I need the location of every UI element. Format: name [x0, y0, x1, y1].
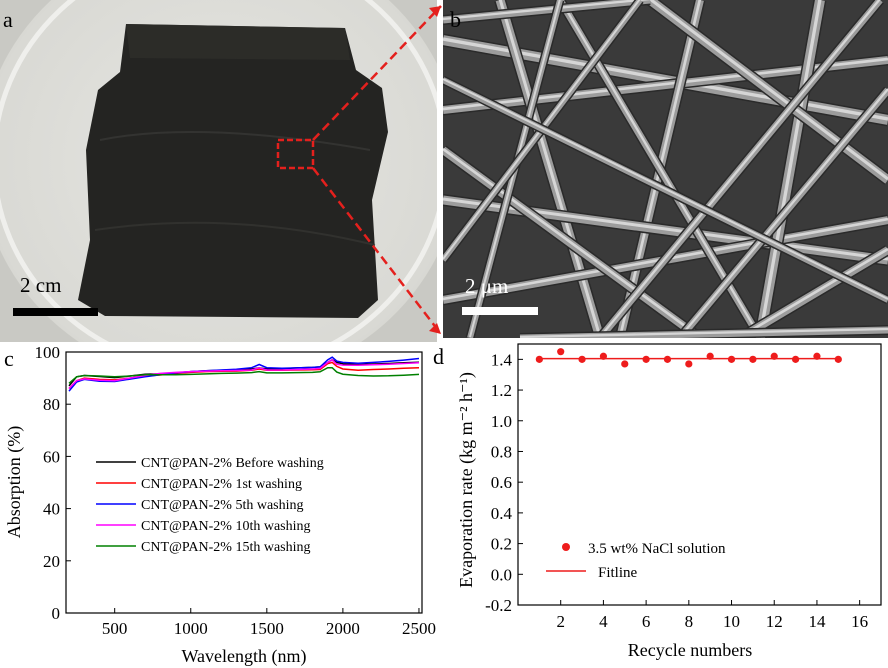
x-tick-label-d: 6 — [642, 612, 651, 631]
absorption-line — [68, 356, 420, 392]
scale-label-b: 2 μm — [465, 274, 508, 298]
data-point — [642, 355, 650, 363]
plot-frame-d — [517, 343, 882, 606]
data-point — [578, 355, 586, 363]
evaporation-series — [535, 348, 842, 368]
y-tick-label-d: 0.0 — [491, 565, 512, 584]
data-point — [535, 355, 543, 363]
y-tick-label-d: 1.0 — [491, 412, 512, 431]
zoom-connector-top — [312, 5, 442, 141]
y-tick-label-d: 1.2 — [491, 381, 512, 400]
x-tick-label-c: 1500 — [250, 619, 284, 638]
data-point — [621, 360, 629, 368]
x-tick-label-c: 2500 — [402, 619, 436, 638]
legend-label-c: CNT@PAN-2% 5th washing — [141, 498, 304, 513]
y-tick-label-d: 1.4 — [491, 350, 513, 369]
y-tick-label-c: 80 — [43, 395, 60, 414]
legend-label-c: CNT@PAN-2% 15th washing — [141, 540, 311, 555]
absorption-line — [68, 358, 420, 390]
membrane-wrinkle — [94, 221, 376, 246]
legend-label-fitline: Fitline — [598, 565, 638, 581]
membrane-fold — [126, 24, 350, 60]
evaporation-axes: 2 4 6 8 10 12 14 16 -0.2 0.0 0.2 0.4 0.6 0.8 1.0 1.2 1.4 — [485, 343, 882, 631]
data-point — [834, 355, 842, 363]
evaporation-chart: 2 4 6 8 10 12 14 16 -0.2 0.0 0.2 0.4 0.6 0.8 1.0 1.2 1.4… — [456, 343, 882, 660]
legend-marker-points — [562, 543, 570, 551]
y-tick-label-d: 0.8 — [491, 442, 512, 461]
fiber-highlight — [758, 0, 822, 338]
data-point — [706, 352, 714, 360]
legend-label-c: CNT@PAN-2% 1st washing — [141, 477, 302, 492]
evaporation-legend: 3.5 wt% NaCl solution Fitline — [546, 541, 726, 581]
data-point — [727, 355, 736, 363]
zoom-arrowhead-bottom — [429, 323, 441, 334]
fiber-highlight — [443, 0, 651, 21]
membrane-sample — [78, 24, 388, 318]
x-tick-label-c: 500 — [102, 619, 128, 638]
panel-label-c: c — [4, 346, 14, 371]
y-tick-label-d: 0.6 — [491, 473, 512, 492]
panel-label-a: a — [3, 7, 13, 32]
y-tick-label-d: 0.2 — [491, 535, 512, 554]
absorption-axes: 500 1000 1500 2000 2500 0 20 40 60 80 100 — [35, 343, 436, 638]
panel-label-b: b — [450, 7, 461, 32]
y-tick-label-c: 20 — [43, 552, 60, 571]
x-tick-label-d: 8 — [685, 612, 694, 631]
x-tick-label-d: 10 — [723, 612, 740, 631]
fiber-highlight — [443, 78, 888, 300]
scale-bar-b — [462, 307, 538, 315]
data-point — [685, 360, 693, 368]
fiber-highlight — [599, 0, 881, 338]
y-tick-label-d: -0.2 — [485, 596, 512, 615]
y-tick-label-c: 40 — [43, 500, 60, 519]
fiber-highlight — [498, 0, 602, 338]
y-tick-label-c: 100 — [35, 343, 61, 362]
data-point — [599, 352, 608, 360]
data-point — [663, 355, 672, 363]
absorption-legend: CNT@PAN-2% Before washing CNT@PAN-2% 1st … — [96, 456, 324, 555]
legend-label-c: CNT@PAN-2% Before washing — [141, 456, 324, 471]
plot-frame-c — [65, 351, 423, 614]
fiber-highlight — [649, 0, 888, 181]
membrane-wrinkle — [99, 131, 371, 151]
y-axis-label-d: Evaporation rate (kg m⁻² h⁻¹) — [456, 372, 477, 588]
fiber-highlight — [443, 147, 701, 338]
legend-label-c: CNT@PAN-2% 10th washing — [141, 519, 311, 534]
y-tick-label-d: 0.4 — [491, 504, 513, 523]
scale-label-a: 2 cm — [20, 273, 61, 297]
data-point — [749, 355, 757, 363]
fiber-highlight — [519, 327, 888, 338]
panel-label-d: d — [433, 344, 444, 369]
y-tick-label-c: 60 — [43, 447, 60, 466]
x-axis-label-d: Recycle numbers — [628, 640, 752, 660]
zoom-arrowhead-top — [429, 6, 441, 17]
zoom-region-box — [276, 138, 315, 170]
absorption-chart: 500 1000 1500 2000 2500 0 20 40 60 80 100 CNT@PAN-… — [4, 343, 436, 667]
fiber-network — [443, 0, 888, 338]
x-tick-label-c: 2000 — [326, 619, 360, 638]
zoom-connector-bottom — [312, 167, 442, 335]
y-axis-label-c: Absorption (%) — [4, 426, 25, 538]
x-tick-label-d: 12 — [766, 612, 783, 631]
data-point — [770, 352, 778, 360]
fiber-highlight — [739, 247, 888, 338]
absorption-series — [68, 356, 420, 392]
data-point — [791, 355, 800, 363]
x-tick-label-d: 14 — [808, 612, 826, 631]
absorption-line — [68, 366, 420, 384]
x-tick-label-d: 2 — [556, 612, 565, 631]
x-tick-label-c: 1000 — [174, 619, 208, 638]
x-tick-label-d: 16 — [851, 612, 868, 631]
fiber-highlight — [679, 88, 888, 338]
panel-a-photo: 2 cm — [0, 0, 437, 342]
x-axis-label-c: Wavelength (nm) — [181, 646, 306, 667]
data-point — [813, 352, 821, 360]
scale-bar-a — [13, 308, 98, 316]
legend-label-points: 3.5 wt% NaCl solution — [588, 541, 726, 557]
y-tick-label-c: 0 — [52, 604, 61, 623]
data-point — [557, 348, 565, 356]
panel-b-sem: 2 μm — [443, 0, 888, 338]
x-tick-label-d: 4 — [599, 612, 608, 631]
